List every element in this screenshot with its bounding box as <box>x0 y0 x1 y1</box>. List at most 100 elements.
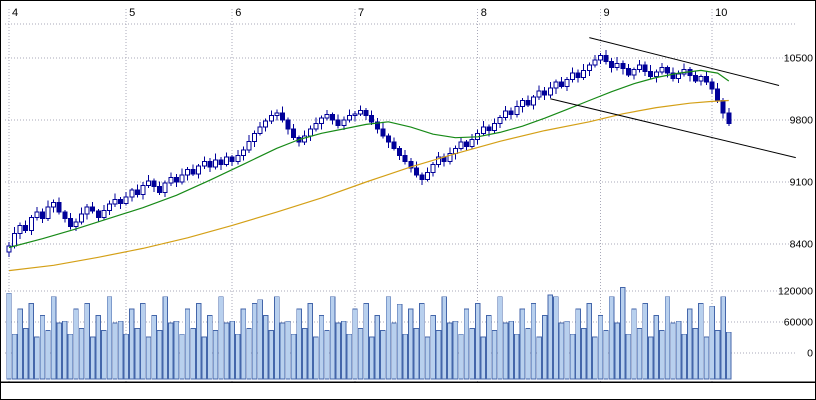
volume-bar <box>95 315 101 380</box>
volume-bar <box>441 296 447 380</box>
candle-body <box>692 75 698 82</box>
volume-bar <box>129 308 135 380</box>
candle-body <box>291 128 297 139</box>
volume-bar <box>318 315 325 380</box>
volume-bar <box>447 322 453 380</box>
candle-body <box>45 206 51 219</box>
candle-body <box>642 64 648 72</box>
volume-bar <box>290 333 297 380</box>
volume-bar <box>525 328 531 380</box>
candle-body <box>90 206 96 212</box>
candle-body <box>575 72 581 78</box>
volume-bar <box>430 315 436 380</box>
volume-bar <box>23 328 29 380</box>
candle-body <box>531 96 537 106</box>
volume-bar <box>659 330 665 380</box>
volume-bar <box>374 315 380 380</box>
candle-body <box>458 141 464 149</box>
volume-bar <box>140 303 146 380</box>
volume-bar <box>112 322 118 380</box>
volume-bar <box>156 330 163 380</box>
volume-bar <box>720 296 726 380</box>
volume-bar <box>123 333 129 380</box>
volume-bar <box>592 336 598 380</box>
volume-bar <box>553 296 559 380</box>
candle-body <box>56 201 62 213</box>
month-label: 5 <box>129 7 135 19</box>
candle-body <box>653 71 659 78</box>
volume-bar <box>542 315 548 380</box>
candle-body <box>425 171 430 180</box>
candle-body <box>134 189 140 195</box>
candle-body <box>698 76 704 82</box>
price-tick-label: 8400 <box>790 239 814 251</box>
volume-bar <box>597 315 604 380</box>
volume-bar <box>558 322 565 380</box>
candle-body <box>358 109 364 115</box>
volume-bar <box>391 322 397 380</box>
candle-body <box>17 224 23 234</box>
candle-body <box>670 72 676 79</box>
volume-bar <box>324 330 330 380</box>
candle-body <box>709 81 715 90</box>
candle-body <box>207 161 213 168</box>
price-tick-label: 9100 <box>790 177 814 189</box>
month-label: 6 <box>235 7 241 19</box>
volume-bar <box>469 328 475 380</box>
volume-bar <box>17 308 23 380</box>
candle-body <box>720 100 726 114</box>
volume-bar <box>480 336 486 380</box>
volume-bar <box>45 330 51 380</box>
candle-body <box>687 69 693 77</box>
candle-body <box>408 161 414 169</box>
candle-body <box>79 213 85 223</box>
candle-body <box>263 120 269 128</box>
candle-body <box>603 54 609 63</box>
volume-bar <box>352 308 358 380</box>
volume-bar <box>179 333 185 380</box>
candle-body <box>240 149 246 156</box>
candle-body <box>62 211 68 219</box>
price-tick-label: 10500 <box>784 53 813 65</box>
candle-body <box>413 167 419 176</box>
volume-bar <box>67 333 74 380</box>
volume-bar <box>218 296 224 380</box>
volume-bar <box>648 336 654 380</box>
volume-bar <box>603 330 609 380</box>
volume-bar <box>581 328 587 380</box>
volume-bar <box>709 305 715 380</box>
candle-body <box>620 62 626 70</box>
candle-body <box>704 76 709 83</box>
volume-bar <box>385 296 392 380</box>
candle-body <box>480 126 486 134</box>
candle-body <box>185 169 191 176</box>
volume-bar <box>631 308 637 380</box>
candle-body <box>497 116 503 125</box>
candle-body <box>268 115 274 122</box>
candle-body <box>73 221 79 227</box>
volume-bar <box>207 315 213 380</box>
volume-bar <box>519 308 526 380</box>
volume-bar <box>614 322 620 380</box>
volume-bar <box>586 303 592 380</box>
volume-bar <box>458 333 464 380</box>
candle-body <box>235 154 241 163</box>
volume-bar <box>569 333 576 380</box>
volume-bar <box>145 336 152 380</box>
volume-bar <box>408 308 414 380</box>
volume-bar <box>363 303 369 380</box>
candle-body <box>257 126 263 134</box>
candle-body <box>374 121 380 130</box>
candle-body <box>614 62 620 69</box>
candle-body <box>157 185 163 194</box>
candle-body <box>168 177 174 184</box>
volume-bar <box>151 315 157 380</box>
volume-bar <box>90 336 96 380</box>
candle-body <box>564 78 570 87</box>
volume-bar <box>653 315 659 380</box>
volume-bar <box>402 333 408 380</box>
volume-bar <box>675 320 682 380</box>
candle-body <box>285 119 291 130</box>
volume-tick-label: 60000 <box>784 317 813 329</box>
